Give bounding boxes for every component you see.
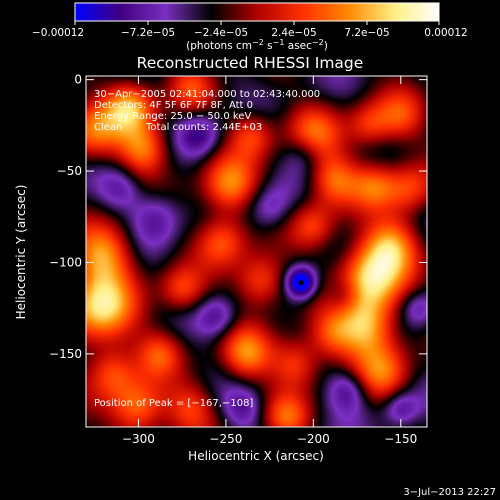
colorbar: −0.00012 −7.2e−05 −2.4e−05 2.4e−05 7.2e−… (32, 2, 468, 52)
colorbar-units-part: s (264, 40, 273, 52)
annotation-counts: Total counts: 2.44E+03 (145, 122, 262, 133)
heatmap-image (86, 76, 427, 427)
x-tick-label: −150 (384, 432, 417, 446)
y-axis (86, 79, 427, 355)
colorbar-tick-label: 0.00012 (424, 27, 467, 39)
minimum-marker (298, 280, 304, 286)
x-axis-label: Heliocentric X (arcsec) (188, 449, 324, 463)
annotation-energy: Energy Range: 25.0 − 50.0 keV (94, 111, 251, 122)
colorbar-tick-label: −2.4e−05 (194, 27, 248, 39)
colorbar-tick-label: −7.2e−05 (121, 27, 175, 39)
annotation-method: Clean (94, 122, 122, 133)
annotation-detectors: Detectors: 4F 5F 6F 7F 8F, Att 0 (94, 100, 253, 111)
colorbar-tick-label: −0.00012 (32, 27, 84, 39)
colorbar-units-part: (photons cm (186, 40, 252, 52)
x-tick-label: −250 (209, 432, 242, 446)
colorbar-gradient (74, 2, 440, 22)
colorbar-units-exponent: −2 (312, 38, 324, 47)
x-tick-label: −200 (297, 432, 330, 446)
colorbar-units-part: asec (284, 40, 312, 52)
y-axis-label: Heliocentric Y (arcsec) (14, 185, 28, 320)
y-tick-label: −50 (57, 164, 82, 178)
timestamp: 3−Jul−2013 22:27 (403, 487, 496, 498)
x-tick-label: −300 (122, 432, 155, 446)
y-tick-label: −100 (49, 255, 82, 269)
colorbar-units-part: ) (324, 40, 328, 52)
annotation-peak: Position of Peak = [−167,−108] (94, 398, 253, 409)
chart-title: Reconstructed RHESSI Image (137, 54, 364, 72)
plot-frame (85, 75, 428, 428)
colorbar-ticks (74, 21, 440, 25)
annotations: 30−Apr−2005 02:41:04.000 to 02:43:40.000… (94, 89, 320, 409)
colorbar-tick-label: 7.2e−05 (344, 27, 389, 39)
y-tick-label: −150 (49, 347, 82, 361)
colorbar-units: (photons cm−2 s−1 asec−2) (186, 38, 328, 52)
colorbar-units-exponent: −1 (273, 38, 285, 47)
annotation-time-range: 30−Apr−2005 02:41:04.000 to 02:43:40.000 (94, 89, 320, 100)
x-axis (137, 76, 402, 427)
y-tick-label: 0 (74, 73, 82, 87)
colorbar-units-exponent: −2 (252, 38, 264, 47)
colorbar-tick-label: 2.4e−05 (271, 27, 316, 39)
